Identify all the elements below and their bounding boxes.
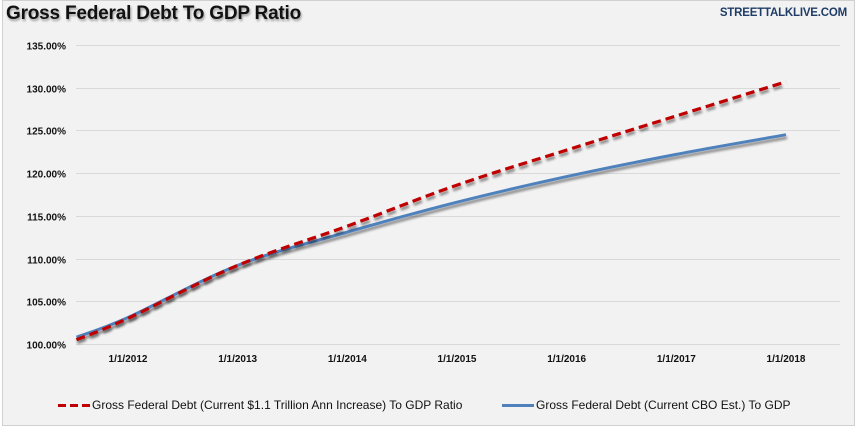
y-tick-label: 100.00%	[27, 341, 67, 352]
legend: Gross Federal Debt (Current $1.1 Trillio…	[0, 398, 857, 418]
x-tick-label: 1/1/2013	[218, 354, 257, 365]
x-tick-label: 1/1/2015	[438, 354, 477, 365]
legend-item-red: Gross Federal Debt (Current $1.1 Trillio…	[58, 398, 462, 412]
y-tick-label: 130.00%	[27, 85, 67, 96]
chart-title: Gross Federal Debt To GDP Ratio	[6, 3, 302, 24]
brand-watermark: STREETTALKLIVE.COM	[719, 7, 847, 19]
series-line-red-dashed	[75, 80, 787, 342]
x-tick-label: 1/1/2018	[767, 354, 806, 365]
x-tick-label: 1/1/2016	[547, 354, 586, 365]
gridlines	[76, 45, 840, 345]
series-lines	[75, 80, 787, 342]
y-tick-label: 135.00%	[27, 42, 67, 53]
legend-label: Gross Federal Debt (Current $1.1 Trillio…	[92, 398, 463, 412]
legend-label: Gross Federal Debt (Current CBO Est.) To…	[536, 398, 791, 412]
y-tick-label: 105.00%	[27, 298, 67, 309]
x-tick-label: 1/1/2017	[657, 354, 696, 365]
y-tick-label: 125.00%	[27, 127, 67, 138]
x-axis-labels: 1/1/2012 1/1/2013 1/1/2014 1/1/2015 1/1/2016…	[109, 354, 806, 365]
y-tick-label: 115.00%	[27, 213, 66, 224]
x-tick-label: 1/1/2014	[328, 354, 367, 365]
y-axis-labels: 100.00% 105.00% 110.00% 115.00% 120.00% 125.0…	[27, 42, 67, 352]
y-tick-label: 120.00%	[27, 170, 67, 181]
legend-swatch-solid-blue	[502, 403, 534, 407]
x-tick-label: 1/1/2012	[109, 354, 148, 365]
legend-item-blue: Gross Federal Debt (Current CBO Est.) To…	[502, 398, 791, 412]
legend-swatch-dashed-red	[58, 403, 90, 407]
series-line-blue-solid	[75, 133, 787, 339]
y-tick-label: 110.00%	[27, 256, 66, 267]
